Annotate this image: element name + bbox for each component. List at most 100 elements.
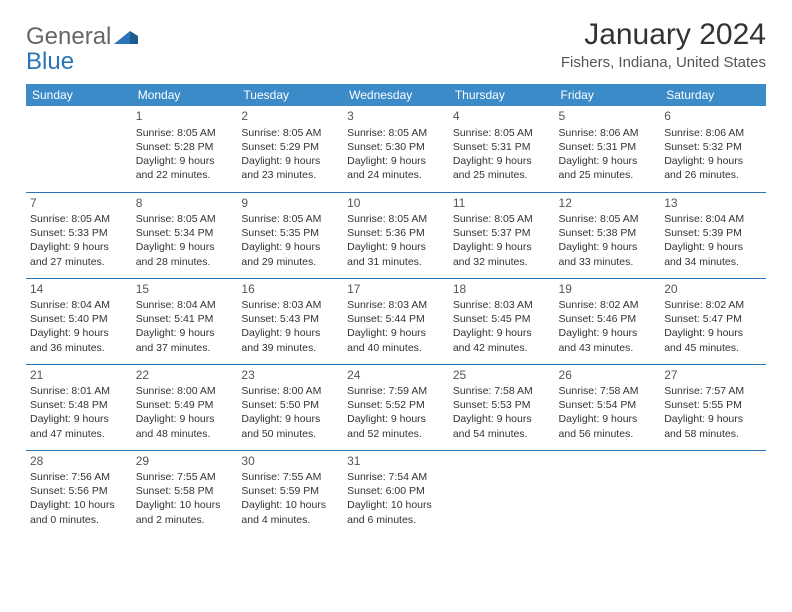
daylight-line: Daylight: 9 hours and 48 minutes. — [136, 412, 234, 440]
day-number: 17 — [347, 281, 445, 297]
sunset-line: Sunset: 5:56 PM — [30, 484, 128, 498]
calendar-day-cell: 13Sunrise: 8:04 AMSunset: 5:39 PMDayligh… — [660, 192, 766, 278]
sunset-line: Sunset: 5:32 PM — [664, 140, 762, 154]
calendar-day-cell: 5 Sunrise: 8:06 AMSunset: 5:31 PMDaylight… — [555, 106, 661, 192]
sunrise-line: Sunrise: 8:04 AM — [664, 212, 762, 226]
weekday-header: Friday — [555, 84, 661, 106]
sunset-line: Sunset: 5:52 PM — [347, 398, 445, 412]
sunrise-line: Sunrise: 7:58 AM — [453, 384, 551, 398]
day-number: 19 — [559, 281, 657, 297]
sunrise-line: Sunrise: 8:05 AM — [136, 212, 234, 226]
calendar-day-cell: 19Sunrise: 8:02 AMSunset: 5:46 PMDayligh… — [555, 278, 661, 364]
sunrise-line: Sunrise: 8:05 AM — [453, 126, 551, 140]
sunrise-line: Sunrise: 8:03 AM — [453, 298, 551, 312]
day-number: 5 — [559, 108, 657, 124]
sunset-line: Sunset: 5:50 PM — [241, 398, 339, 412]
sunrise-line: Sunrise: 7:55 AM — [136, 470, 234, 484]
sunrise-line: Sunrise: 8:02 AM — [559, 298, 657, 312]
calendar-table: SundayMondayTuesdayWednesdayThursdayFrid… — [26, 84, 766, 536]
calendar-week-row: 1Sunrise: 8:05 AMSunset: 5:28 PMDaylight… — [26, 106, 766, 192]
day-number: 26 — [559, 367, 657, 383]
day-number: 9 — [241, 195, 339, 211]
calendar-day-cell: 12Sunrise: 8:05 AMSunset: 5:38 PMDayligh… — [555, 192, 661, 278]
sunset-line: Sunset: 5:31 PM — [559, 140, 657, 154]
calendar-day-cell: 6Sunrise: 8:06 AMSunset: 5:32 PMDaylight… — [660, 106, 766, 192]
day-number: 4 — [453, 108, 551, 124]
calendar-day-cell: 1 Sunrise: 8:05 AMSunset: 5:28 PMDaylight… — [132, 106, 238, 192]
day-number: 6 — [664, 108, 762, 124]
daylight-line: Daylight: 9 hours and 25 minutes. — [559, 154, 657, 182]
day-number: 24 — [347, 367, 445, 383]
sunset-line: Sunset: 5:28 PM — [136, 140, 234, 154]
sunrise-line: Sunrise: 8:06 AM — [559, 126, 657, 140]
day-number: 23 — [241, 367, 339, 383]
sunset-line: Sunset: 5:59 PM — [241, 484, 339, 498]
sunrise-line: Sunrise: 7:54 AM — [347, 470, 445, 484]
month-title: January 2024 — [561, 18, 766, 52]
calendar-day-cell: 23Sunrise: 8:00 AMSunset: 5:50 PMDayligh… — [237, 364, 343, 450]
sunrise-line: Sunrise: 8:00 AM — [241, 384, 339, 398]
day-number: 12 — [559, 195, 657, 211]
daylight-line: Daylight: 9 hours and 31 minutes. — [347, 240, 445, 268]
location: Fishers, Indiana, United States — [561, 54, 766, 71]
day-number: 16 — [241, 281, 339, 297]
sunset-line: Sunset: 5:58 PM — [136, 484, 234, 498]
calendar-day-cell — [449, 450, 555, 536]
day-number: 3 — [347, 108, 445, 124]
calendar-day-cell: 10Sunrise: 8:05 AMSunset: 5:36 PMDayligh… — [343, 192, 449, 278]
sunset-line: Sunset: 5:34 PM — [136, 226, 234, 240]
sunset-line: Sunset: 5:45 PM — [453, 312, 551, 326]
daylight-line: Daylight: 10 hours and 2 minutes. — [136, 498, 234, 526]
sunrise-line: Sunrise: 8:00 AM — [136, 384, 234, 398]
weekday-header: Sunday — [26, 84, 132, 106]
logo-icon — [114, 24, 138, 49]
sunrise-line: Sunrise: 8:05 AM — [136, 126, 234, 140]
sunset-line: Sunset: 5:39 PM — [664, 226, 762, 240]
sunset-line: Sunset: 5:36 PM — [347, 226, 445, 240]
weekday-header: Tuesday — [237, 84, 343, 106]
sunset-line: Sunset: 5:44 PM — [347, 312, 445, 326]
daylight-line: Daylight: 9 hours and 43 minutes. — [559, 326, 657, 354]
calendar-day-cell: 21Sunrise: 8:01 AMSunset: 5:48 PMDayligh… — [26, 364, 132, 450]
daylight-line: Daylight: 9 hours and 36 minutes. — [30, 326, 128, 354]
day-number: 31 — [347, 453, 445, 469]
weekday-header: Monday — [132, 84, 238, 106]
calendar-day-cell: 14Sunrise: 8:04 AMSunset: 5:40 PMDayligh… — [26, 278, 132, 364]
sunrise-line: Sunrise: 8:01 AM — [30, 384, 128, 398]
daylight-line: Daylight: 9 hours and 22 minutes. — [136, 154, 234, 182]
calendar-day-cell: 22Sunrise: 8:00 AMSunset: 5:49 PMDayligh… — [132, 364, 238, 450]
daylight-line: Daylight: 9 hours and 33 minutes. — [559, 240, 657, 268]
daylight-line: Daylight: 9 hours and 50 minutes. — [241, 412, 339, 440]
calendar-day-cell: 25Sunrise: 7:58 AMSunset: 5:53 PMDayligh… — [449, 364, 555, 450]
day-number: 10 — [347, 195, 445, 211]
daylight-line: Daylight: 9 hours and 42 minutes. — [453, 326, 551, 354]
calendar-day-cell: 16Sunrise: 8:03 AMSunset: 5:43 PMDayligh… — [237, 278, 343, 364]
day-number: 1 — [136, 108, 234, 124]
calendar-day-cell: 17Sunrise: 8:03 AMSunset: 5:44 PMDayligh… — [343, 278, 449, 364]
sunrise-line: Sunrise: 8:06 AM — [664, 126, 762, 140]
calendar-day-cell: 26Sunrise: 7:58 AMSunset: 5:54 PMDayligh… — [555, 364, 661, 450]
logo-text-blue: Blue — [26, 48, 74, 75]
calendar-day-cell: 3Sunrise: 8:05 AMSunset: 5:30 PMDaylight… — [343, 106, 449, 192]
sunrise-line: Sunrise: 8:05 AM — [347, 126, 445, 140]
sunset-line: Sunset: 5:49 PM — [136, 398, 234, 412]
sunset-line: Sunset: 5:46 PM — [559, 312, 657, 326]
daylight-line: Daylight: 9 hours and 47 minutes. — [30, 412, 128, 440]
sunset-line: Sunset: 5:30 PM — [347, 140, 445, 154]
sunset-line: Sunset: 5:31 PM — [453, 140, 551, 154]
day-number: 13 — [664, 195, 762, 211]
sunset-line: Sunset: 5:43 PM — [241, 312, 339, 326]
daylight-line: Daylight: 9 hours and 32 minutes. — [453, 240, 551, 268]
calendar-day-cell: 30Sunrise: 7:55 AMSunset: 5:59 PMDayligh… — [237, 450, 343, 536]
weekday-header: Saturday — [660, 84, 766, 106]
day-number: 30 — [241, 453, 339, 469]
day-number: 18 — [453, 281, 551, 297]
day-number: 29 — [136, 453, 234, 469]
daylight-line: Daylight: 9 hours and 54 minutes. — [453, 412, 551, 440]
day-number: 15 — [136, 281, 234, 297]
sunrise-line: Sunrise: 7:57 AM — [664, 384, 762, 398]
calendar-day-cell: 4Sunrise: 8:05 AMSunset: 5:31 PMDaylight… — [449, 106, 555, 192]
sunrise-line: Sunrise: 8:05 AM — [241, 212, 339, 226]
sunrise-line: Sunrise: 8:03 AM — [241, 298, 339, 312]
calendar-day-cell: 28Sunrise: 7:56 AMSunset: 5:56 PMDayligh… — [26, 450, 132, 536]
